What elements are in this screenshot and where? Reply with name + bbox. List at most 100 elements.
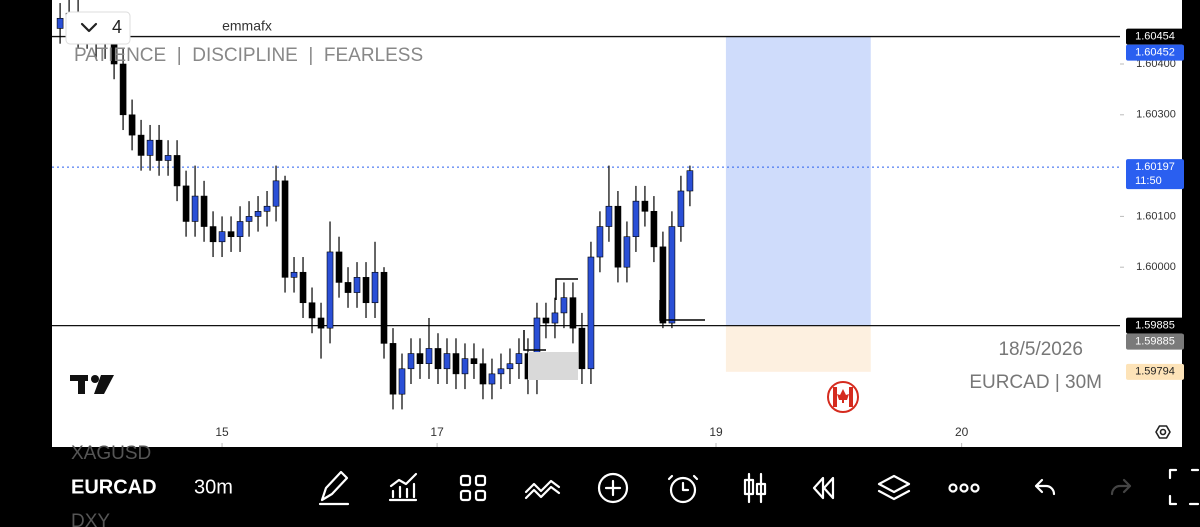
candle-body bbox=[119, 63, 127, 116]
candle-body bbox=[416, 353, 424, 364]
candle-body bbox=[245, 216, 253, 222]
candle-body bbox=[614, 205, 622, 268]
candle-body bbox=[290, 271, 298, 278]
price-label-box bbox=[1126, 28, 1184, 45]
candle-tool[interactable] bbox=[743, 472, 767, 504]
candle-body bbox=[335, 251, 343, 283]
compare-tool[interactable] bbox=[524, 479, 561, 500]
replay-tool[interactable] bbox=[812, 476, 835, 500]
candle-body bbox=[299, 271, 307, 304]
fullscreen-tool[interactable] bbox=[1168, 468, 1200, 506]
candle-body bbox=[650, 211, 658, 248]
x-tick-label: 20 bbox=[955, 425, 969, 439]
candle-body bbox=[173, 155, 181, 187]
candle-body bbox=[434, 348, 442, 370]
candle-body bbox=[236, 221, 244, 238]
price-label: 1.59885 bbox=[1135, 336, 1175, 348]
gray-box bbox=[528, 352, 578, 380]
candle-body bbox=[371, 271, 379, 304]
target-zone bbox=[725, 36, 871, 326]
draw-tool[interactable] bbox=[318, 470, 350, 506]
date-label: 18/5/2026 bbox=[998, 339, 1083, 360]
add-tool[interactable] bbox=[597, 472, 629, 504]
prev-symbol[interactable]: XAGUSD bbox=[71, 443, 151, 464]
candle-body bbox=[470, 358, 478, 364]
watermark: emmafx bbox=[222, 18, 272, 34]
bracket bbox=[555, 278, 578, 300]
candle-body bbox=[677, 190, 685, 227]
candle-body bbox=[452, 353, 460, 375]
candle-body bbox=[578, 327, 586, 370]
candle-body bbox=[263, 205, 271, 212]
countdown: 11:50 bbox=[1135, 175, 1162, 187]
candle-body bbox=[137, 134, 145, 156]
indicators-tool[interactable] bbox=[388, 472, 418, 502]
plot: 1.60400 1.60300 1.60100 1.60000 1.60454 1.604… bbox=[52, 0, 1184, 447]
next-symbol[interactable]: DXY bbox=[71, 511, 110, 527]
candle-body bbox=[488, 373, 496, 385]
candle-body bbox=[254, 211, 262, 217]
candle-body bbox=[659, 246, 667, 324]
candle-body bbox=[281, 180, 289, 278]
candle-body bbox=[272, 180, 280, 207]
layers-tool[interactable] bbox=[877, 474, 911, 501]
price-label: 1.60454 bbox=[1135, 30, 1175, 42]
candle-body bbox=[209, 226, 217, 243]
candle-body bbox=[461, 358, 469, 375]
y-tick-label: 1.60100 bbox=[1136, 210, 1176, 222]
candle-body bbox=[497, 368, 505, 375]
price-label: 1.60452 bbox=[1135, 46, 1175, 58]
chevron-icon bbox=[80, 22, 98, 33]
x-tick-label: 15 bbox=[215, 425, 229, 439]
candle-body bbox=[164, 155, 172, 161]
price-label: 1.59885 bbox=[1135, 320, 1175, 332]
price-label: 1.59794 bbox=[1135, 366, 1175, 378]
current-symbol[interactable]: EURCAD bbox=[71, 476, 157, 498]
alert-tool[interactable] bbox=[667, 474, 699, 504]
candle-body bbox=[389, 343, 397, 395]
candle-body bbox=[623, 236, 631, 268]
candle-body bbox=[200, 195, 208, 227]
candle-body bbox=[605, 205, 613, 227]
layout-tool[interactable] bbox=[459, 474, 487, 502]
candle-body bbox=[362, 277, 370, 304]
candle-body bbox=[353, 277, 361, 293]
bracket bbox=[523, 330, 546, 351]
candle-body bbox=[569, 297, 577, 329]
settings-icon[interactable] bbox=[1155, 425, 1171, 439]
candle-body bbox=[407, 353, 415, 370]
tv-logo bbox=[70, 375, 114, 394]
candle-body bbox=[128, 114, 136, 136]
candle-body bbox=[218, 231, 226, 243]
candle-body bbox=[326, 251, 334, 329]
price-label-box bbox=[1126, 44, 1184, 61]
candle-body bbox=[227, 231, 235, 238]
candle-body bbox=[596, 226, 604, 258]
candle-body bbox=[515, 353, 523, 364]
price-label-box bbox=[1126, 363, 1184, 380]
x-tick-label: 17 bbox=[430, 425, 444, 439]
candle-body bbox=[641, 200, 649, 212]
candle-body bbox=[425, 348, 433, 364]
candle-body bbox=[587, 256, 595, 370]
x-tick-label: 19 bbox=[709, 425, 723, 439]
stop-zone bbox=[725, 325, 871, 372]
canada-flag bbox=[827, 381, 859, 413]
candle-body bbox=[398, 368, 406, 395]
candle-body bbox=[191, 195, 199, 222]
price-label-box bbox=[1126, 159, 1184, 190]
price-label: 1.60197 bbox=[1135, 161, 1175, 173]
symbol-label: EURCAD | 30M bbox=[969, 372, 1102, 393]
collapse-button[interactable] bbox=[65, 11, 131, 45]
candle-body bbox=[308, 302, 316, 319]
undo-tool[interactable] bbox=[1034, 478, 1056, 496]
redo-tool[interactable] bbox=[1110, 478, 1132, 496]
candle-body bbox=[542, 317, 550, 324]
indicator-count: 4 bbox=[112, 17, 122, 37]
timeframe[interactable]: 30m bbox=[194, 476, 233, 498]
more-tool[interactable] bbox=[948, 483, 980, 493]
candle-body bbox=[344, 282, 352, 293]
price-label-box bbox=[1126, 333, 1184, 350]
